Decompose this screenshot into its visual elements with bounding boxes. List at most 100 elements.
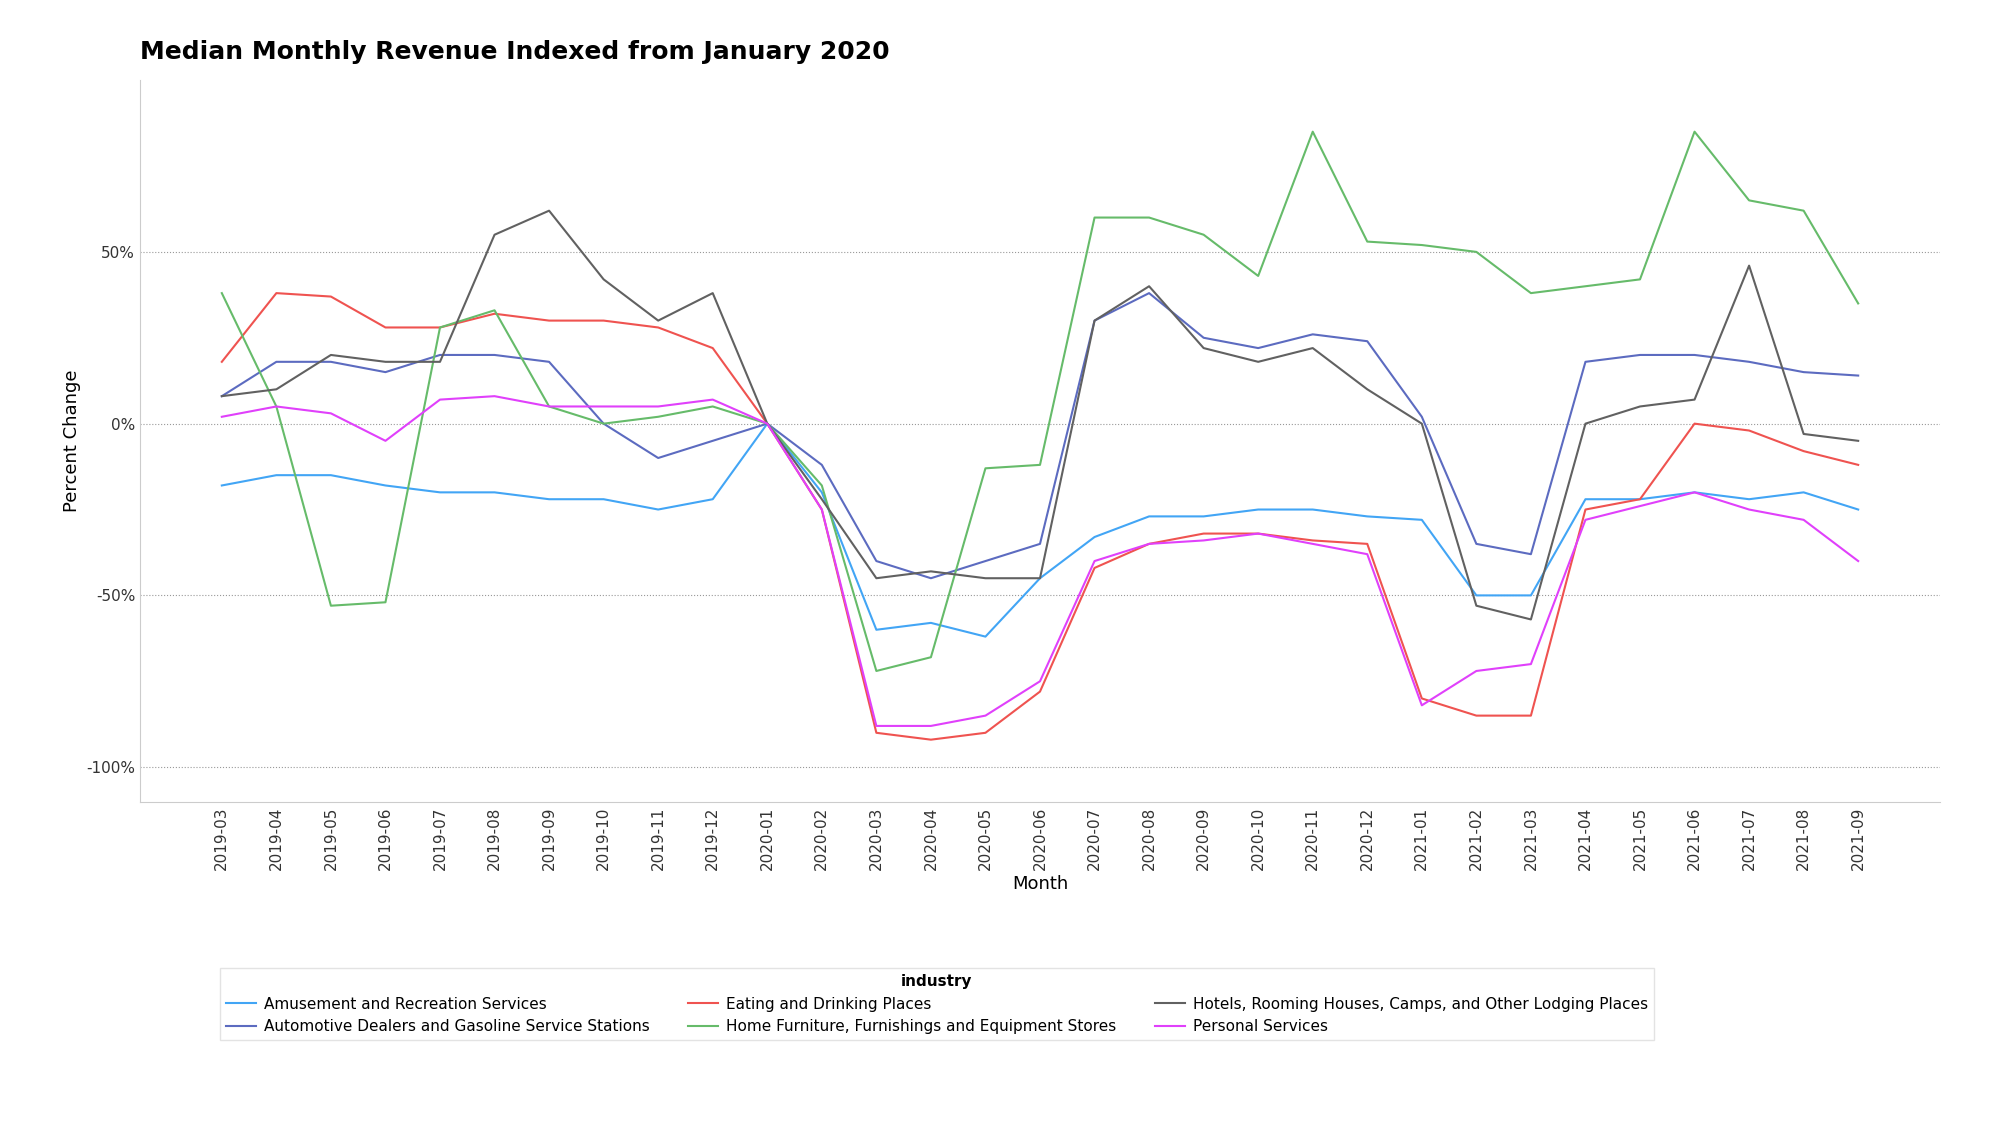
Line: Eating and Drinking Places: Eating and Drinking Places xyxy=(222,293,1858,740)
Home Furniture, Furnishings and Equipment Stores xyxy=(1846,297,1870,310)
Amusement and Recreation Services xyxy=(756,417,780,431)
Eating and Drinking Places xyxy=(1574,503,1598,516)
Amusement and Recreation Services xyxy=(918,616,942,630)
Eating and Drinking Places xyxy=(538,314,562,327)
Eating and Drinking Places xyxy=(1628,492,1652,506)
Home Furniture, Furnishings and Equipment Stores xyxy=(1518,286,1542,300)
Personal Services xyxy=(482,389,506,403)
Home Furniture, Furnishings and Equipment Stores xyxy=(374,595,398,609)
Amusement and Recreation Services xyxy=(646,503,670,516)
Automotive Dealers and Gasoline Service Stations xyxy=(1192,331,1216,345)
Eating and Drinking Places xyxy=(1300,534,1324,547)
Eating and Drinking Places xyxy=(318,290,342,303)
Amusement and Recreation Services xyxy=(1356,510,1380,523)
Personal Services xyxy=(1518,657,1542,671)
Automotive Dealers and Gasoline Service Stations xyxy=(918,571,942,585)
Automotive Dealers and Gasoline Service Stations xyxy=(1138,286,1162,300)
Eating and Drinking Places xyxy=(374,321,398,334)
Hotels, Rooming Houses, Camps, and Other Lodging Places xyxy=(318,348,342,362)
Automotive Dealers and Gasoline Service Stations xyxy=(1792,365,1816,379)
Hotels, Rooming Houses, Camps, and Other Lodging Places xyxy=(1464,599,1488,613)
Hotels, Rooming Houses, Camps, and Other Lodging Places xyxy=(1792,427,1816,441)
Eating and Drinking Places xyxy=(1356,537,1380,551)
Home Furniture, Furnishings and Equipment Stores xyxy=(1028,458,1052,472)
Hotels, Rooming Houses, Camps, and Other Lodging Places xyxy=(1628,400,1652,413)
Home Furniture, Furnishings and Equipment Stores xyxy=(264,400,288,413)
Personal Services xyxy=(264,400,288,413)
Hotels, Rooming Houses, Camps, and Other Lodging Places xyxy=(1682,393,1706,406)
Personal Services xyxy=(1628,499,1652,513)
Line: Home Furniture, Furnishings and Equipment Stores: Home Furniture, Furnishings and Equipmen… xyxy=(222,132,1858,671)
Personal Services xyxy=(428,393,452,406)
Amusement and Recreation Services xyxy=(264,468,288,482)
Amusement and Recreation Services xyxy=(810,485,834,499)
Home Furniture, Furnishings and Equipment Stores xyxy=(646,410,670,424)
Home Furniture, Furnishings and Equipment Stores xyxy=(918,650,942,664)
Automotive Dealers and Gasoline Service Stations xyxy=(1738,355,1762,369)
Legend: Amusement and Recreation Services, Automotive Dealers and Gasoline Service Stati: Amusement and Recreation Services, Autom… xyxy=(220,968,1654,1041)
Hotels, Rooming Houses, Camps, and Other Lodging Places xyxy=(1410,417,1434,431)
Amusement and Recreation Services xyxy=(318,468,342,482)
Line: Personal Services: Personal Services xyxy=(222,396,1858,726)
Eating and Drinking Places xyxy=(1138,537,1162,551)
Eating and Drinking Places xyxy=(864,726,888,740)
Eating and Drinking Places xyxy=(264,286,288,300)
Hotels, Rooming Houses, Camps, and Other Lodging Places xyxy=(700,286,724,300)
Eating and Drinking Places xyxy=(1738,424,1762,437)
Hotels, Rooming Houses, Camps, and Other Lodging Places xyxy=(482,228,506,242)
Line: Amusement and Recreation Services: Amusement and Recreation Services xyxy=(222,424,1858,637)
Hotels, Rooming Houses, Camps, and Other Lodging Places xyxy=(1738,259,1762,273)
Personal Services xyxy=(918,719,942,733)
Amusement and Recreation Services xyxy=(1300,503,1324,516)
Amusement and Recreation Services xyxy=(1846,503,1870,516)
Hotels, Rooming Houses, Camps, and Other Lodging Places xyxy=(592,273,616,286)
Hotels, Rooming Houses, Camps, and Other Lodging Places xyxy=(538,204,562,218)
Home Furniture, Furnishings and Equipment Stores xyxy=(1574,279,1598,293)
Eating and Drinking Places xyxy=(428,321,452,334)
Hotels, Rooming Houses, Camps, and Other Lodging Places xyxy=(210,389,234,403)
Hotels, Rooming Houses, Camps, and Other Lodging Places xyxy=(1518,613,1542,626)
Home Furniture, Furnishings and Equipment Stores xyxy=(538,400,562,413)
Eating and Drinking Places xyxy=(974,726,998,740)
Personal Services xyxy=(756,417,780,431)
Hotels, Rooming Houses, Camps, and Other Lodging Places xyxy=(1846,434,1870,448)
Home Furniture, Furnishings and Equipment Stores xyxy=(1192,228,1216,242)
Personal Services xyxy=(1082,554,1106,568)
Home Furniture, Furnishings and Equipment Stores xyxy=(1082,211,1106,224)
Automotive Dealers and Gasoline Service Stations xyxy=(264,355,288,369)
Hotels, Rooming Houses, Camps, and Other Lodging Places xyxy=(428,355,452,369)
Amusement and Recreation Services xyxy=(974,630,998,643)
Hotels, Rooming Houses, Camps, and Other Lodging Places xyxy=(810,492,834,506)
Home Furniture, Furnishings and Equipment Stores xyxy=(974,461,998,475)
Home Furniture, Furnishings and Equipment Stores xyxy=(1246,269,1270,283)
Home Furniture, Furnishings and Equipment Stores xyxy=(1464,245,1488,259)
Amusement and Recreation Services xyxy=(428,485,452,499)
Home Furniture, Furnishings and Equipment Stores xyxy=(1738,194,1762,207)
Personal Services xyxy=(646,400,670,413)
Automotive Dealers and Gasoline Service Stations xyxy=(974,554,998,568)
Home Furniture, Furnishings and Equipment Stores xyxy=(1792,204,1816,218)
Eating and Drinking Places xyxy=(646,321,670,334)
Line: Hotels, Rooming Houses, Camps, and Other Lodging Places: Hotels, Rooming Houses, Camps, and Other… xyxy=(222,211,1858,619)
Eating and Drinking Places xyxy=(1246,527,1270,540)
Hotels, Rooming Houses, Camps, and Other Lodging Places xyxy=(1300,341,1324,355)
Amusement and Recreation Services xyxy=(700,492,724,506)
Home Furniture, Furnishings and Equipment Stores xyxy=(1628,273,1652,286)
Automotive Dealers and Gasoline Service Stations xyxy=(482,348,506,362)
Amusement and Recreation Services xyxy=(1682,485,1706,499)
Automotive Dealers and Gasoline Service Stations xyxy=(646,451,670,465)
Amusement and Recreation Services xyxy=(538,492,562,506)
Automotive Dealers and Gasoline Service Stations xyxy=(700,434,724,448)
Amusement and Recreation Services xyxy=(1082,530,1106,544)
Amusement and Recreation Services xyxy=(1246,503,1270,516)
Automotive Dealers and Gasoline Service Stations xyxy=(1628,348,1652,362)
Amusement and Recreation Services xyxy=(1464,589,1488,602)
Eating and Drinking Places xyxy=(918,733,942,747)
Line: Automotive Dealers and Gasoline Service Stations: Automotive Dealers and Gasoline Service … xyxy=(222,293,1858,578)
Home Furniture, Furnishings and Equipment Stores xyxy=(810,479,834,492)
Eating and Drinking Places xyxy=(756,417,780,431)
Personal Services xyxy=(1574,513,1598,527)
Eating and Drinking Places xyxy=(1846,458,1870,472)
Hotels, Rooming Houses, Camps, and Other Lodging Places xyxy=(756,417,780,431)
Personal Services xyxy=(1846,554,1870,568)
